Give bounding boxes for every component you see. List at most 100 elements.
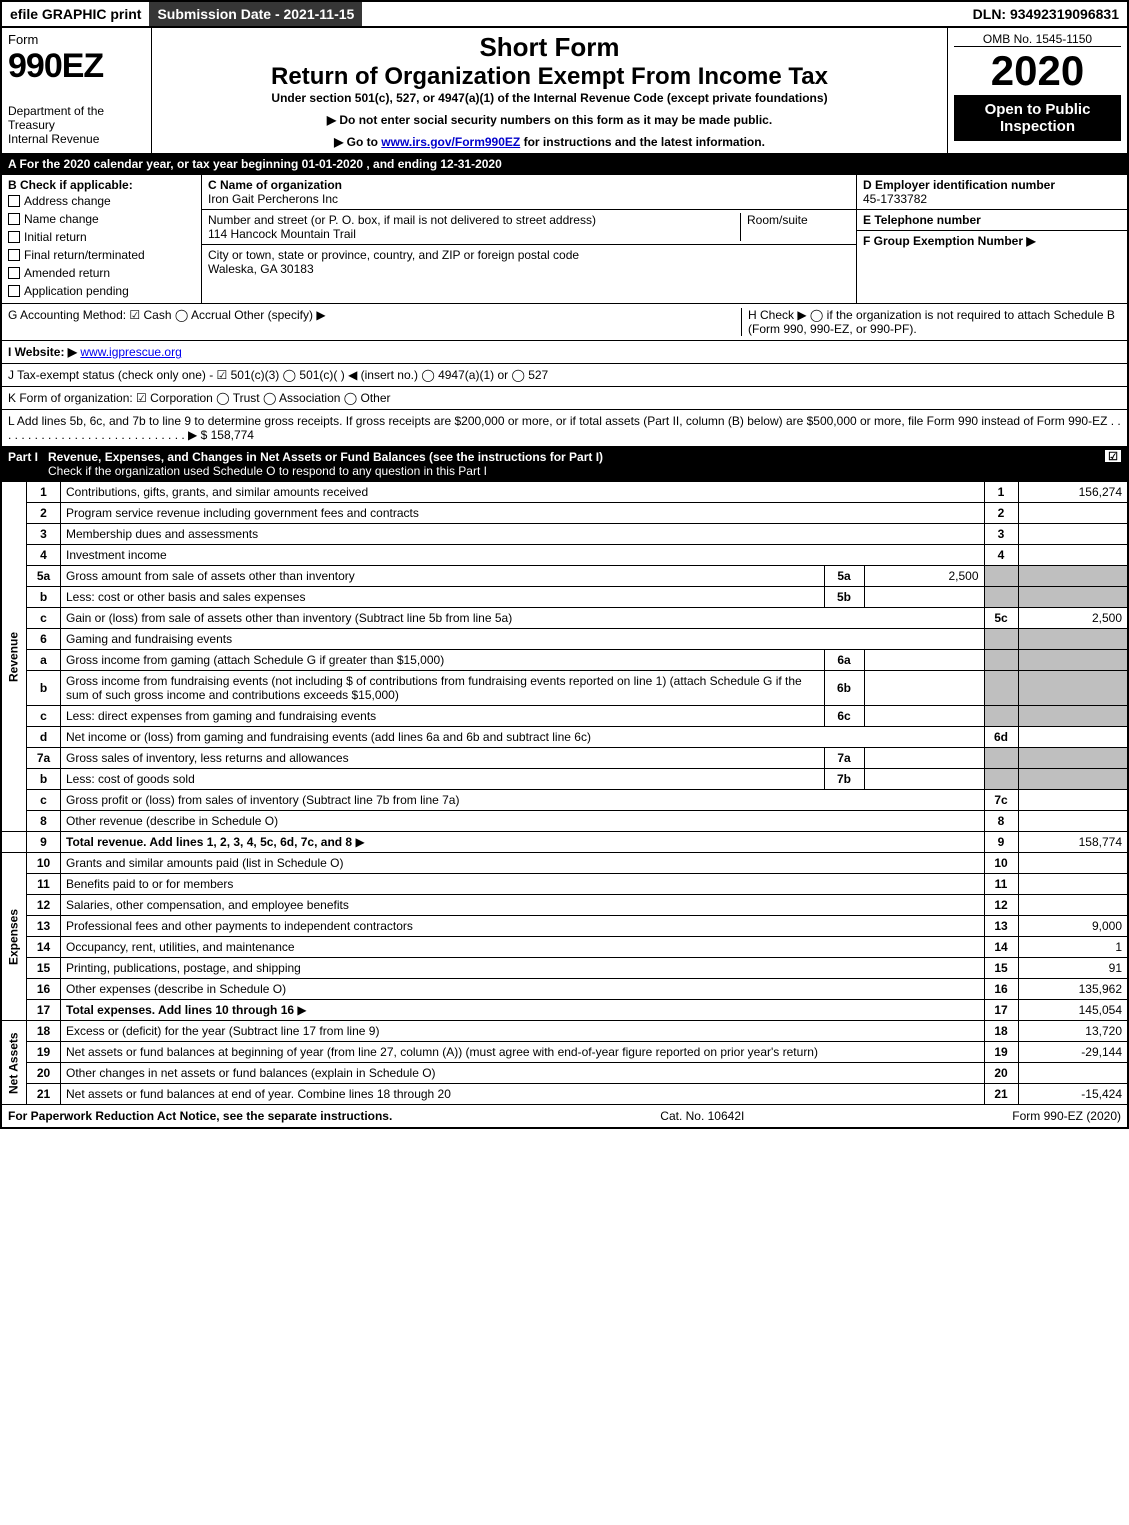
part-1-checkbox[interactable]: ☑ — [1105, 450, 1121, 462]
line-6a-greyv — [1018, 650, 1128, 671]
room-label: Room/suite — [747, 213, 808, 227]
e-label: E Telephone number — [863, 213, 981, 227]
line-7a-desc: Gross sales of inventory, less returns a… — [61, 748, 825, 769]
line-15-value: 91 — [1018, 958, 1128, 979]
page-footer: For Paperwork Reduction Act Notice, see … — [0, 1105, 1129, 1129]
line-19-num: 19 — [27, 1042, 61, 1063]
line-17-desc: Total expenses. Add lines 10 through 16 — [61, 1000, 985, 1021]
part-1-table: Revenue 1 Contributions, gifts, grants, … — [0, 481, 1129, 1105]
line-8-num: 8 — [27, 811, 61, 832]
line-9-desc: Total revenue. Add lines 1, 2, 3, 4, 5c,… — [61, 832, 985, 853]
line-3-box: 3 — [984, 524, 1018, 545]
line-5b-grey — [984, 587, 1018, 608]
ck-final-return[interactable]: Final return/terminated — [8, 246, 195, 264]
line-1-num: 1 — [27, 482, 61, 503]
i-label: I Website: ▶ — [8, 345, 77, 359]
line-6c-num: c — [27, 706, 61, 727]
line-8-desc: Other revenue (describe in Schedule O) — [61, 811, 985, 832]
line-6-num: 6 — [27, 629, 61, 650]
ck-amended-return[interactable]: Amended return — [8, 264, 195, 282]
line-7a-ib: 7a — [824, 748, 864, 769]
header-left: Form 990EZ Department of the Treasury In… — [2, 28, 152, 153]
line-5a-grey — [984, 566, 1018, 587]
addr-label: Number and street (or P. O. box, if mail… — [208, 213, 596, 227]
e-row: E Telephone number — [857, 210, 1127, 231]
line-17-box: 17 — [984, 1000, 1018, 1021]
line-3-desc: Membership dues and assessments — [61, 524, 985, 545]
line-11-value — [1018, 874, 1128, 895]
omb-number: OMB No. 1545-1150 — [954, 32, 1121, 47]
line-12-box: 12 — [984, 895, 1018, 916]
line-21-desc: Net assets or fund balances at end of ye… — [61, 1084, 985, 1105]
line-5a-iv: 2,500 — [864, 566, 984, 587]
line-10-box: 10 — [984, 853, 1018, 874]
line-7b-num: b — [27, 769, 61, 790]
line-6-grey — [984, 629, 1018, 650]
k-form-of-org: K Form of organization: ☑ Corporation ◯ … — [0, 387, 1129, 410]
line-6d-box: 6d — [984, 727, 1018, 748]
line-12-num: 12 — [27, 895, 61, 916]
part-1-title: Revenue, Expenses, and Changes in Net As… — [48, 450, 1105, 478]
form-header: Form 990EZ Department of the Treasury In… — [0, 28, 1129, 154]
box-b: B Check if applicable: Address change Na… — [2, 175, 202, 303]
line-16-desc: Other expenses (describe in Schedule O) — [61, 979, 985, 1000]
return-subtitle: Under section 501(c), 527, or 4947(a)(1)… — [158, 91, 941, 105]
revenue-section-label: Revenue — [1, 482, 27, 832]
form-word: Form — [8, 32, 145, 47]
h-schedule-b: H Check ▶ ◯ if the organization is not r… — [741, 308, 1121, 336]
line-9-box: 9 — [984, 832, 1018, 853]
efile-print-label[interactable]: efile GRAPHIC print — [2, 2, 149, 26]
line-7c-num: c — [27, 790, 61, 811]
line-21-box: 21 — [984, 1084, 1018, 1105]
line-6a-num: a — [27, 650, 61, 671]
line-11-num: 11 — [27, 874, 61, 895]
line-4-num: 4 — [27, 545, 61, 566]
line-21-num: 21 — [27, 1084, 61, 1105]
ck-address-change[interactable]: Address change — [8, 192, 195, 210]
irs-label: Internal Revenue — [8, 132, 145, 146]
d-label: D Employer identification number — [863, 178, 1055, 192]
line-6b-iv — [864, 671, 984, 706]
g-h-row: G Accounting Method: ☑ Cash ◯ Accrual Ot… — [0, 304, 1129, 341]
header-center: Short Form Return of Organization Exempt… — [152, 28, 947, 153]
c-label: C Name of organization — [208, 178, 342, 192]
line-7a-num: 7a — [27, 748, 61, 769]
line-13-value: 9,000 — [1018, 916, 1128, 937]
ck-initial-return[interactable]: Initial return — [8, 228, 195, 246]
line-1-box: 1 — [984, 482, 1018, 503]
line-1-desc: Contributions, gifts, grants, and simila… — [61, 482, 985, 503]
line-12-value — [1018, 895, 1128, 916]
box-def: D Employer identification number 45-1733… — [857, 175, 1127, 303]
line-13-num: 13 — [27, 916, 61, 937]
line-14-box: 14 — [984, 937, 1018, 958]
line-6a-iv — [864, 650, 984, 671]
line-1-value: 156,274 — [1018, 482, 1128, 503]
line-5a-num: 5a — [27, 566, 61, 587]
line-12-desc: Salaries, other compensation, and employ… — [61, 895, 985, 916]
addr-row: Number and street (or P. O. box, if mail… — [202, 210, 856, 245]
line-5b-num: b — [27, 587, 61, 608]
ck-name-change[interactable]: Name change — [8, 210, 195, 228]
line-6a-desc: Gross income from gaming (attach Schedul… — [61, 650, 825, 671]
line-4-value — [1018, 545, 1128, 566]
line-20-value — [1018, 1063, 1128, 1084]
line-2-num: 2 — [27, 503, 61, 524]
irs-link[interactable]: www.irs.gov/Form990EZ — [381, 135, 520, 149]
goto-post: for instructions and the latest informat… — [524, 135, 765, 149]
department-label: Department of the Treasury — [8, 104, 145, 132]
spacer — [362, 2, 964, 26]
line-14-desc: Occupancy, rent, utilities, and maintena… — [61, 937, 985, 958]
line-19-box: 19 — [984, 1042, 1018, 1063]
line-17-desc-text: Total expenses. Add lines 10 through 16 — [66, 1003, 294, 1017]
website-link[interactable]: www.igprescue.org — [80, 345, 181, 359]
line-7c-desc: Gross profit or (loss) from sales of inv… — [61, 790, 985, 811]
line-19-value: -29,144 — [1018, 1042, 1128, 1063]
d-row: D Employer identification number 45-1733… — [857, 175, 1127, 210]
line-6d-num: d — [27, 727, 61, 748]
open-public-inspection: Open to Public Inspection — [954, 95, 1121, 141]
line-6c-desc: Less: direct expenses from gaming and fu… — [61, 706, 825, 727]
g-accounting-method: G Accounting Method: ☑ Cash ◯ Accrual Ot… — [8, 308, 741, 336]
line-13-box: 13 — [984, 916, 1018, 937]
ck-application-pending[interactable]: Application pending — [8, 282, 195, 300]
l-gross-receipts: L Add lines 5b, 6c, and 7b to line 9 to … — [0, 410, 1129, 447]
